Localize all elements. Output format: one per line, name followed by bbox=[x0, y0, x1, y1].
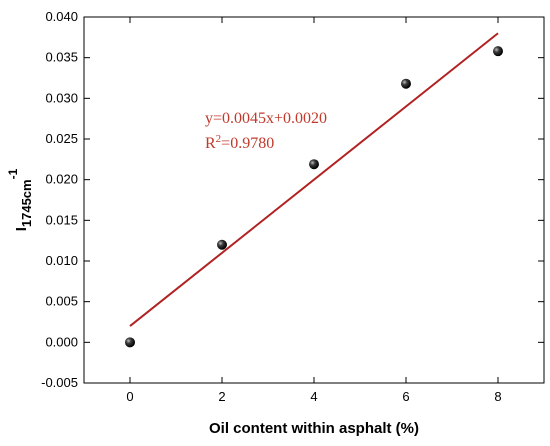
y-tick-label: -0.005 bbox=[41, 375, 78, 390]
y-axis-ticks: -0.005 0.000 0.005 0.010 0.015 0.020 0.025 0.03… bbox=[41, 9, 544, 390]
y-axis-label-sub: 1745cm bbox=[19, 179, 34, 227]
y-tick-label: 0.040 bbox=[45, 9, 78, 24]
y-axis-label: I1745cm-1 bbox=[6, 168, 34, 231]
equation-annotation: y=0.0045x+0.0020 bbox=[205, 110, 327, 127]
x-axis-label: Oil content within asphalt (%) bbox=[209, 420, 419, 437]
x-tick-label: 0 bbox=[126, 389, 133, 404]
plot-frame bbox=[83, 16, 545, 384]
x-tick-label: 6 bbox=[402, 389, 409, 404]
y-axis-label-sup: -1 bbox=[6, 168, 20, 179]
data-point bbox=[401, 78, 411, 89]
data-point bbox=[309, 159, 319, 170]
y-tick-label: 0.020 bbox=[45, 172, 78, 187]
y-tick-label: 0.035 bbox=[45, 50, 78, 65]
y-tick-label: 0.000 bbox=[45, 334, 78, 349]
x-tick-label: 4 bbox=[310, 389, 317, 404]
y-axis-label-main: I bbox=[13, 227, 30, 231]
y-tick-label: 0.030 bbox=[45, 90, 78, 105]
y-tick-label: 0.025 bbox=[45, 131, 78, 146]
r-squared-base: R bbox=[205, 135, 216, 152]
x-tick-label: 8 bbox=[494, 389, 501, 404]
data-point bbox=[125, 337, 135, 348]
y-tick-label: 0.010 bbox=[45, 253, 78, 268]
data-point bbox=[493, 46, 503, 57]
r-squared-value: =0.9780 bbox=[221, 135, 274, 152]
x-tick-label: 2 bbox=[218, 389, 225, 404]
r-squared-annotation: R2=0.9780 bbox=[205, 133, 274, 152]
data-point bbox=[217, 239, 227, 250]
fit-line bbox=[129, 32, 499, 327]
data-points bbox=[125, 46, 503, 348]
r-squared-superscript: 2 bbox=[216, 133, 222, 145]
x-axis-ticks: 0 2 4 6 8 bbox=[126, 17, 502, 404]
y-tick-label: 0.005 bbox=[45, 294, 78, 309]
y-tick-label: 0.015 bbox=[45, 212, 78, 227]
